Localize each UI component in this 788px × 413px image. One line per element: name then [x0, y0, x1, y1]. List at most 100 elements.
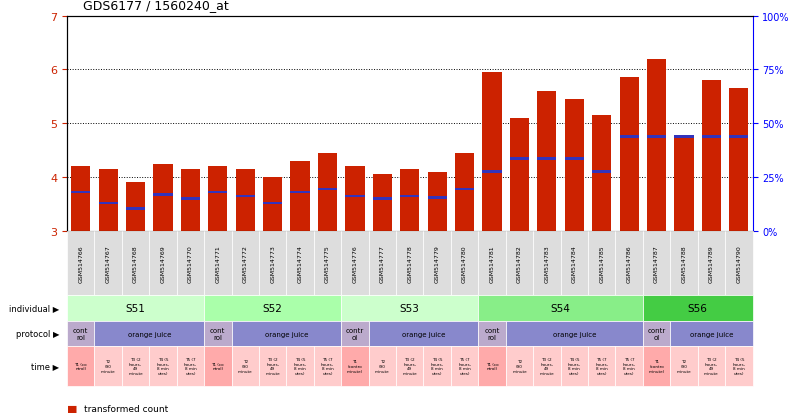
Text: GSM514789: GSM514789	[709, 244, 714, 282]
Text: GSM514783: GSM514783	[545, 244, 549, 282]
Text: GSM514778: GSM514778	[407, 244, 412, 282]
Text: orange juice: orange juice	[690, 331, 733, 337]
Text: GSM514766: GSM514766	[78, 244, 84, 282]
Bar	[71, 191, 91, 194]
Text: T3 (2
hours,
49
minute: T3 (2 hours, 49 minute	[403, 357, 417, 375]
Bar	[482, 171, 502, 173]
Bar	[126, 183, 145, 231]
Bar	[291, 191, 310, 194]
Bar	[208, 167, 228, 231]
Text: transformed count: transformed count	[84, 404, 169, 413]
Text: GSM514773: GSM514773	[270, 244, 275, 282]
Text: T3 (2
hours,
49
minute: T3 (2 hours, 49 minute	[704, 357, 719, 375]
Text: T5 (7
hours,
8 min
utes): T5 (7 hours, 8 min utes)	[184, 357, 197, 375]
Text: cont
rol: cont rol	[210, 327, 225, 340]
Text: orange juice: orange juice	[552, 331, 596, 337]
Bar	[345, 167, 365, 231]
Bar	[318, 188, 337, 191]
Bar	[345, 195, 365, 198]
Bar	[510, 119, 529, 231]
Text: T5 (7
hours,
8 min
utes): T5 (7 hours, 8 min utes)	[458, 357, 471, 375]
Text: T2
(90
minute: T2 (90 minute	[375, 360, 389, 373]
Text: GSM514767: GSM514767	[106, 244, 110, 282]
Bar	[98, 202, 117, 205]
Bar	[236, 169, 255, 231]
Bar	[729, 136, 749, 139]
Text: T4 (5
hours,
8 min
utes): T4 (5 hours, 8 min utes)	[157, 357, 169, 375]
Text: protocol ▶: protocol ▶	[16, 329, 59, 338]
Text: T4 (5
hours,
8 min
utes): T4 (5 hours, 8 min utes)	[568, 357, 581, 375]
Text: S56: S56	[688, 303, 708, 313]
Text: GSM514782: GSM514782	[517, 244, 522, 282]
Text: GSM514781: GSM514781	[489, 244, 495, 282]
Text: GDS6177 / 1560240_at: GDS6177 / 1560240_at	[83, 0, 229, 12]
Bar	[592, 116, 611, 231]
Bar	[455, 188, 474, 191]
Text: cont
rol: cont rol	[485, 327, 500, 340]
Bar	[208, 191, 228, 194]
Bar	[702, 81, 721, 231]
Bar	[126, 207, 145, 210]
Text: T3 (2
hours,
49
minute: T3 (2 hours, 49 minute	[540, 357, 554, 375]
Text: GSM514788: GSM514788	[682, 244, 686, 282]
Bar	[675, 137, 693, 231]
Bar	[537, 92, 556, 231]
Text: GSM514779: GSM514779	[435, 244, 440, 282]
Bar	[400, 195, 419, 198]
Text: contr
ol: contr ol	[346, 327, 364, 340]
Bar	[565, 100, 584, 231]
Text: T4 (5
hours,
8 min
utes): T4 (5 hours, 8 min utes)	[294, 357, 307, 375]
Text: GSM514775: GSM514775	[325, 244, 330, 282]
Text: GSM514774: GSM514774	[298, 244, 303, 282]
Text: time ▶: time ▶	[31, 362, 59, 370]
Bar	[291, 161, 310, 231]
Text: T1
(contro
minute): T1 (contro minute)	[347, 360, 363, 373]
Text: T1 (co
ntrol): T1 (co ntrol)	[74, 362, 87, 370]
Text: GSM514777: GSM514777	[380, 244, 385, 282]
Bar	[263, 202, 282, 205]
Text: T2
(90
minute: T2 (90 minute	[512, 360, 526, 373]
Text: T2
(90
minute: T2 (90 minute	[677, 360, 691, 373]
Text: T4 (5
hours,
8 min
utes): T4 (5 hours, 8 min utes)	[732, 357, 745, 375]
Bar	[236, 195, 255, 198]
Text: GSM514770: GSM514770	[188, 244, 193, 282]
Text: GSM514785: GSM514785	[599, 244, 604, 282]
Bar	[318, 154, 337, 231]
Bar	[455, 154, 474, 231]
Text: GSM514768: GSM514768	[133, 244, 138, 282]
Bar	[154, 164, 173, 231]
Bar	[98, 169, 117, 231]
Bar	[647, 59, 666, 231]
Text: T5 (7
hours,
8 min
utes): T5 (7 hours, 8 min utes)	[321, 357, 334, 375]
Bar	[154, 193, 173, 196]
Text: GSM514780: GSM514780	[462, 244, 467, 282]
Text: T3 (2
hours,
49
minute: T3 (2 hours, 49 minute	[128, 357, 143, 375]
Text: T1
(contro
minute): T1 (contro minute)	[649, 360, 665, 373]
Bar	[428, 172, 447, 231]
Text: GSM514771: GSM514771	[215, 244, 221, 282]
Bar	[592, 171, 611, 173]
Bar	[619, 136, 639, 139]
Text: GSM514786: GSM514786	[626, 244, 632, 282]
Text: T4 (5
hours,
8 min
utes): T4 (5 hours, 8 min utes)	[431, 357, 444, 375]
Text: orange juice: orange juice	[402, 331, 445, 337]
Text: cont
rol: cont rol	[73, 327, 88, 340]
Bar	[537, 157, 556, 160]
Text: GSM514772: GSM514772	[243, 244, 247, 282]
Bar	[675, 136, 693, 139]
Text: T2
(90
minute: T2 (90 minute	[101, 360, 115, 373]
Text: GSM514787: GSM514787	[654, 244, 659, 282]
Text: ■: ■	[67, 404, 77, 413]
Text: T3 (2
hours,
49
minute: T3 (2 hours, 49 minute	[266, 357, 280, 375]
Text: S52: S52	[262, 303, 283, 313]
Text: S54: S54	[551, 303, 571, 313]
Bar	[71, 167, 91, 231]
Bar	[565, 157, 584, 160]
Bar	[263, 178, 282, 231]
Bar	[619, 78, 639, 231]
Text: GSM514784: GSM514784	[572, 244, 577, 282]
Text: T5 (7
hours,
8 min
utes): T5 (7 hours, 8 min utes)	[623, 357, 636, 375]
Bar	[510, 157, 529, 160]
Text: T2
(90
minute: T2 (90 minute	[238, 360, 252, 373]
Bar	[428, 197, 447, 199]
